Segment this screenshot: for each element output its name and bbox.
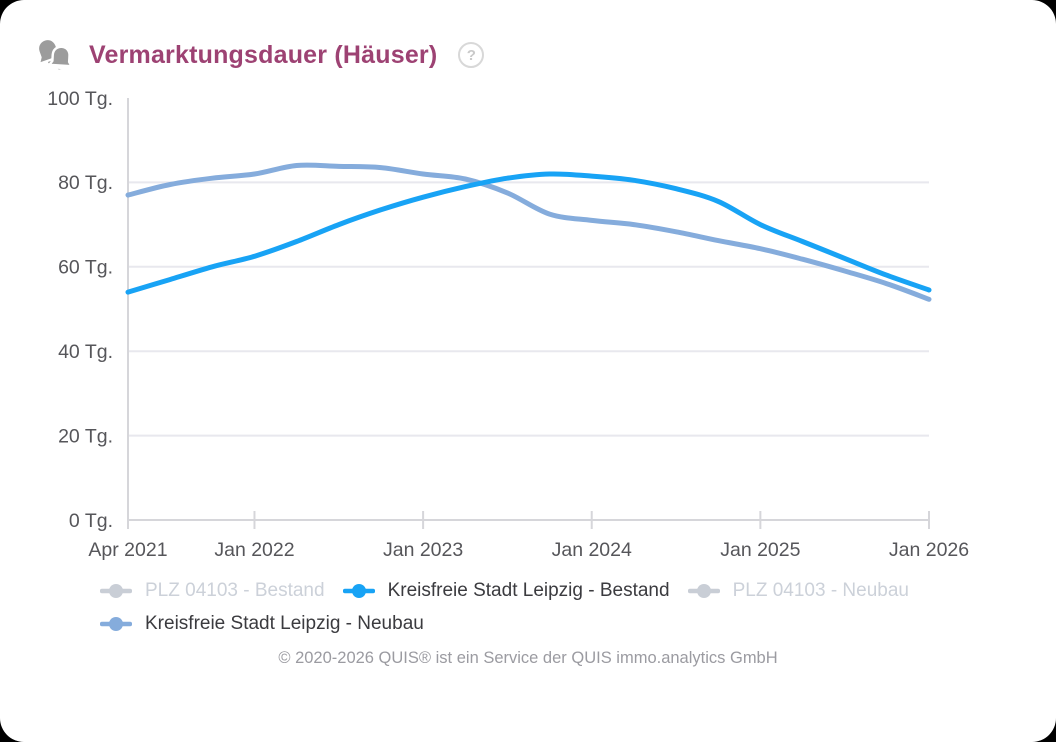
x-axis-label: Apr 2021	[88, 539, 167, 561]
x-axis-label: Jan 2025	[720, 539, 800, 561]
widget-title: Vermarktungsdauer (Häuser)	[89, 40, 438, 69]
y-axis-label: 0 Tg.	[69, 510, 113, 532]
help-glyph: ?	[466, 46, 476, 64]
y-axis-label: 80 Tg.	[58, 172, 113, 194]
legend-item-label: Kreisfreie Stadt Leipzig - Neubau	[145, 613, 424, 634]
copyright-text: © 2020-2026 QUIS® ist ein Service der QU…	[278, 649, 778, 667]
x-axis-label: Jan 2022	[214, 539, 294, 561]
bells-icon-graphic	[35, 37, 74, 74]
legend-item-label: PLZ 04103 - Bestand	[145, 580, 325, 601]
legend-marker-icon	[100, 584, 132, 598]
y-axis-label: 40 Tg.	[58, 341, 113, 363]
legend-marker-icon	[342, 584, 375, 598]
y-axis-label: 60 Tg.	[58, 257, 113, 279]
legend-item[interactable]: Kreisfreie Stadt Leipzig - Bestand	[342, 578, 670, 604]
chart-area: 0 Tg. 20 Tg. 40 Tg. 60 Tg. 80 Tg. 100 Tg. Apr …	[0, 74, 1056, 574]
legend-marker-icon	[687, 584, 720, 598]
x-axis-label: Jan 2023	[383, 539, 463, 561]
legend-item[interactable]: PLZ 04103 - Bestand	[100, 578, 325, 604]
help-icon[interactable]: ?	[458, 42, 485, 68]
x-axis-label: Jan 2026	[889, 539, 969, 561]
x-axis-label: Jan 2024	[552, 539, 632, 561]
y-axis-label: 20 Tg.	[58, 425, 113, 447]
y-axis-label: 100 Tg.	[47, 88, 113, 110]
legend-item-label: Kreisfreie Stadt Leipzig - Bestand	[387, 580, 670, 601]
legend-item[interactable]: Kreisfreie Stadt Leipzig - Neubau	[100, 611, 424, 637]
series-line-kreisfreie-stadt-leipzig-neubau	[125, 162, 932, 302]
alert-bells-icon[interactable]	[34, 36, 74, 74]
legend-item[interactable]: PLZ 04103 - Neubau	[687, 578, 909, 604]
legend: PLZ 04103 - Bestand Kreisfreie Stadt Leip…	[100, 578, 966, 637]
legend-item-label: PLZ 04103 - Neubau	[732, 580, 909, 601]
line-chart[interactable]: 0 Tg. 20 Tg. 40 Tg. 60 Tg. 80 Tg. 100 Tg. Apr …	[0, 74, 1056, 574]
series-line-kreisfreie-stadt-leipzig-bestand	[125, 171, 932, 295]
legend-marker-icon	[100, 617, 132, 631]
widget-header: Vermarktungsdauer (Häuser) ?	[0, 0, 1056, 74]
